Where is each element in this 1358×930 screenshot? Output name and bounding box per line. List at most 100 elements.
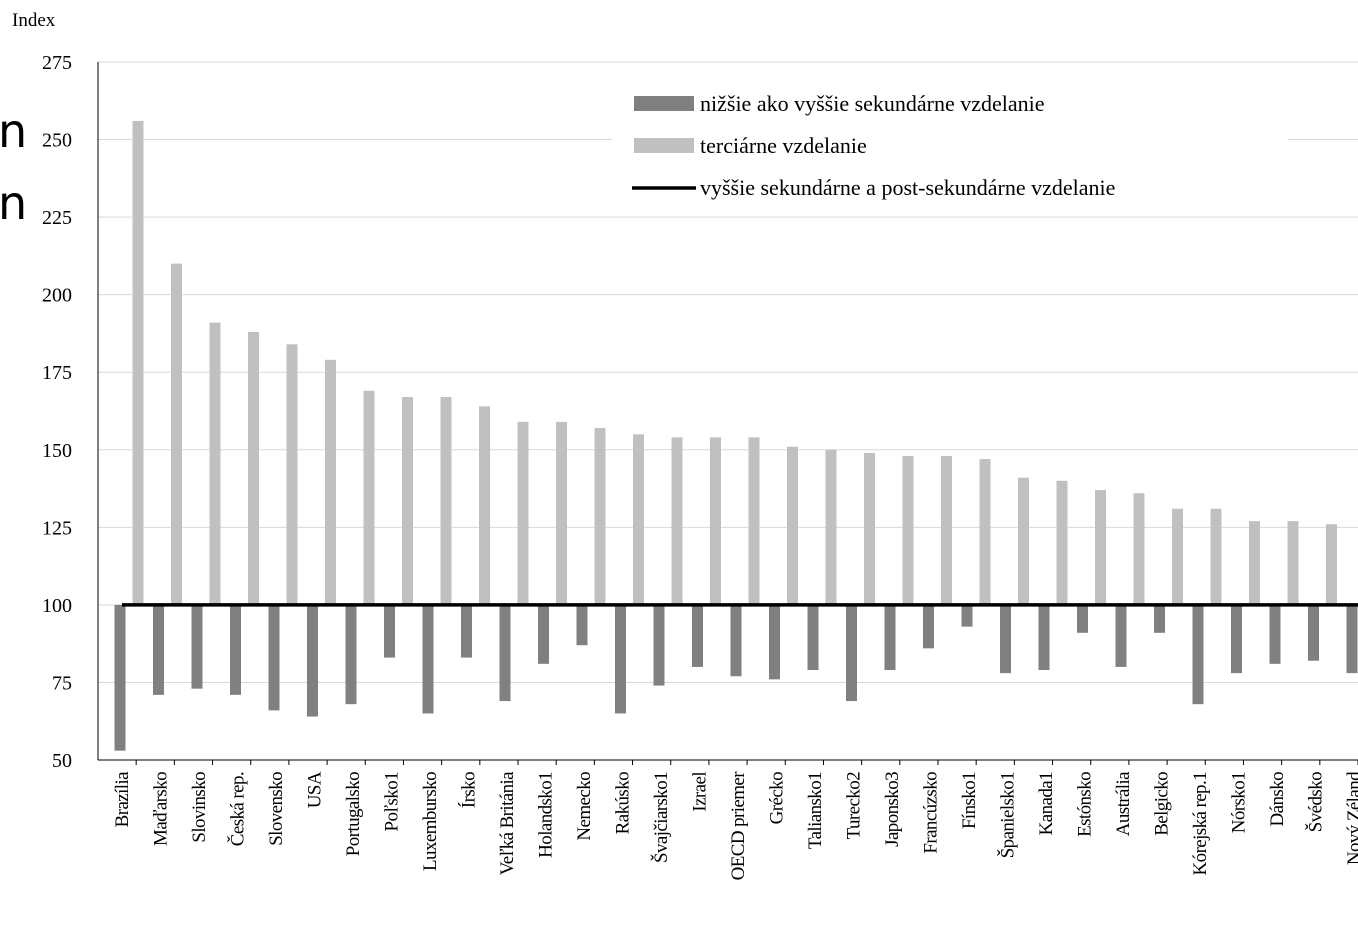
x-tick-label: Írsko <box>458 772 480 808</box>
bar-tertiary <box>325 359 336 605</box>
x-tick-label: Taliansko1 <box>805 772 826 849</box>
y-tick-label: 200 <box>42 285 72 307</box>
bar-lower-secondary <box>807 604 819 671</box>
bar-tertiary <box>209 322 221 605</box>
bar-tertiary <box>402 397 413 605</box>
bar-tertiary <box>171 263 182 605</box>
bar-tertiary <box>517 421 529 605</box>
y-tick-label: 150 <box>42 440 72 462</box>
bar-lower-secondary <box>384 604 395 658</box>
x-tick-label: Turecko2 <box>844 772 865 839</box>
x-tick-label: Holandsko1 <box>536 772 557 858</box>
x-tick-label: Kórejská rep.1 <box>1190 772 1211 876</box>
bar-tertiary <box>671 437 683 605</box>
bar-lower-secondary <box>230 604 241 695</box>
bar-tertiary <box>979 459 991 605</box>
bar-lower-secondary <box>538 604 549 664</box>
x-tick-label: Maďarsko <box>151 772 172 846</box>
bar-lower-secondary <box>961 604 973 627</box>
bar-lower-secondary <box>1000 604 1011 674</box>
bar-lower-secondary <box>461 604 472 658</box>
bar-tertiary <box>1210 508 1222 605</box>
x-tick-label: Brazília <box>112 771 133 828</box>
bar-tertiary <box>1172 508 1183 605</box>
bar-lower-secondary <box>730 604 742 677</box>
bar-tertiary <box>864 452 875 605</box>
bar-lower-secondary <box>422 604 434 714</box>
x-tick-label: Švajčiarsko1 <box>650 772 672 863</box>
bar-lower-secondary <box>1308 604 1319 661</box>
y-tick-label: 100 <box>42 595 72 617</box>
bar-tertiary <box>787 446 798 605</box>
bar-tertiary <box>440 397 452 605</box>
x-tick-label: Slovensko <box>266 772 287 846</box>
x-tick-label: Nový Zéland <box>1344 771 1358 865</box>
bar-lower-secondary <box>1346 604 1358 674</box>
bar-lower-secondary <box>923 604 934 649</box>
background-fragment-1: n <box>0 104 28 158</box>
bar-tertiary <box>825 449 837 605</box>
x-tick-label: Kanada1 <box>1036 772 1057 835</box>
y-tick-label: 125 <box>42 517 72 539</box>
bar-lower-secondary <box>114 604 126 751</box>
x-tick-label: Poľsko1 <box>382 772 403 832</box>
x-tick-label: Veľká Británia <box>497 771 518 875</box>
x-tick-label: Belgicko <box>1152 772 1173 836</box>
x-tick-label: USA <box>305 771 326 808</box>
bar-tertiary <box>132 120 144 605</box>
bar-lower-secondary <box>846 604 857 702</box>
bar-lower-secondary <box>268 604 280 711</box>
bar-tertiary <box>748 437 760 605</box>
bar-lower-secondary <box>1038 604 1050 671</box>
y-axis-label: Index <box>12 10 56 31</box>
bar-lower-secondary <box>769 604 780 680</box>
bar-lower-secondary <box>576 604 588 646</box>
bar-tertiary <box>363 390 375 605</box>
bar-lower-secondary <box>307 604 318 717</box>
bar-lower-secondary <box>653 604 665 686</box>
bar-lower-secondary <box>884 604 896 671</box>
x-tick-label: Nórsko1 <box>1229 772 1250 833</box>
x-tick-label: OECD priemer <box>728 771 749 881</box>
bar-tertiary <box>1287 521 1299 605</box>
x-tick-label: Švédsko <box>1305 772 1327 832</box>
background-fragment-2: n <box>0 176 28 230</box>
x-tick-label: Rakúsko <box>613 772 634 834</box>
x-tick-label: Fínsko1 <box>959 772 980 829</box>
bar-tertiary <box>248 331 259 605</box>
legend-label: terciárne vzdelanie <box>700 133 867 158</box>
bar-lower-secondary <box>1115 604 1127 667</box>
bar-tertiary <box>941 455 952 605</box>
x-tick-label: Grécko <box>767 772 788 824</box>
bar-lower-secondary <box>345 604 357 705</box>
bar-lower-secondary <box>1077 604 1088 633</box>
x-tick-label: Izrael <box>690 772 711 812</box>
x-tick-label: Česká rep. <box>227 772 249 846</box>
legend-label: nižšie ako vyššie sekundárne vzdelanie <box>700 91 1045 116</box>
x-tick-label: Dánsko <box>1267 772 1288 827</box>
bar-tertiary <box>556 421 567 605</box>
bar-tertiary <box>1326 524 1337 605</box>
bar-tertiary <box>1095 490 1106 605</box>
bar-tertiary <box>594 428 606 605</box>
y-tick-label: 75 <box>52 672 72 694</box>
x-tick-label: Španielsko1 <box>997 772 1019 858</box>
x-tick-label: Austrália <box>1113 771 1134 836</box>
y-tick-label: 175 <box>42 362 72 384</box>
bar-tertiary <box>1056 480 1068 605</box>
legend-swatch <box>634 138 694 153</box>
bar-lower-secondary <box>1192 604 1204 705</box>
x-tick-label: Luxembursko <box>420 772 441 871</box>
legend-label: vyššie sekundárne a post-sekundárne vzde… <box>700 175 1115 200</box>
y-tick-label: 275 <box>42 52 72 74</box>
legend-box <box>612 86 1288 216</box>
x-tick-label: Slovinsko <box>189 772 210 843</box>
bar-tertiary <box>633 434 644 605</box>
bar-lower-secondary <box>692 604 703 667</box>
bar-lower-secondary <box>1154 604 1165 633</box>
bar-tertiary <box>1018 477 1029 605</box>
y-tick-label: 250 <box>42 130 72 152</box>
y-tick-label: 50 <box>52 750 72 772</box>
bar-lower-secondary <box>153 604 164 695</box>
